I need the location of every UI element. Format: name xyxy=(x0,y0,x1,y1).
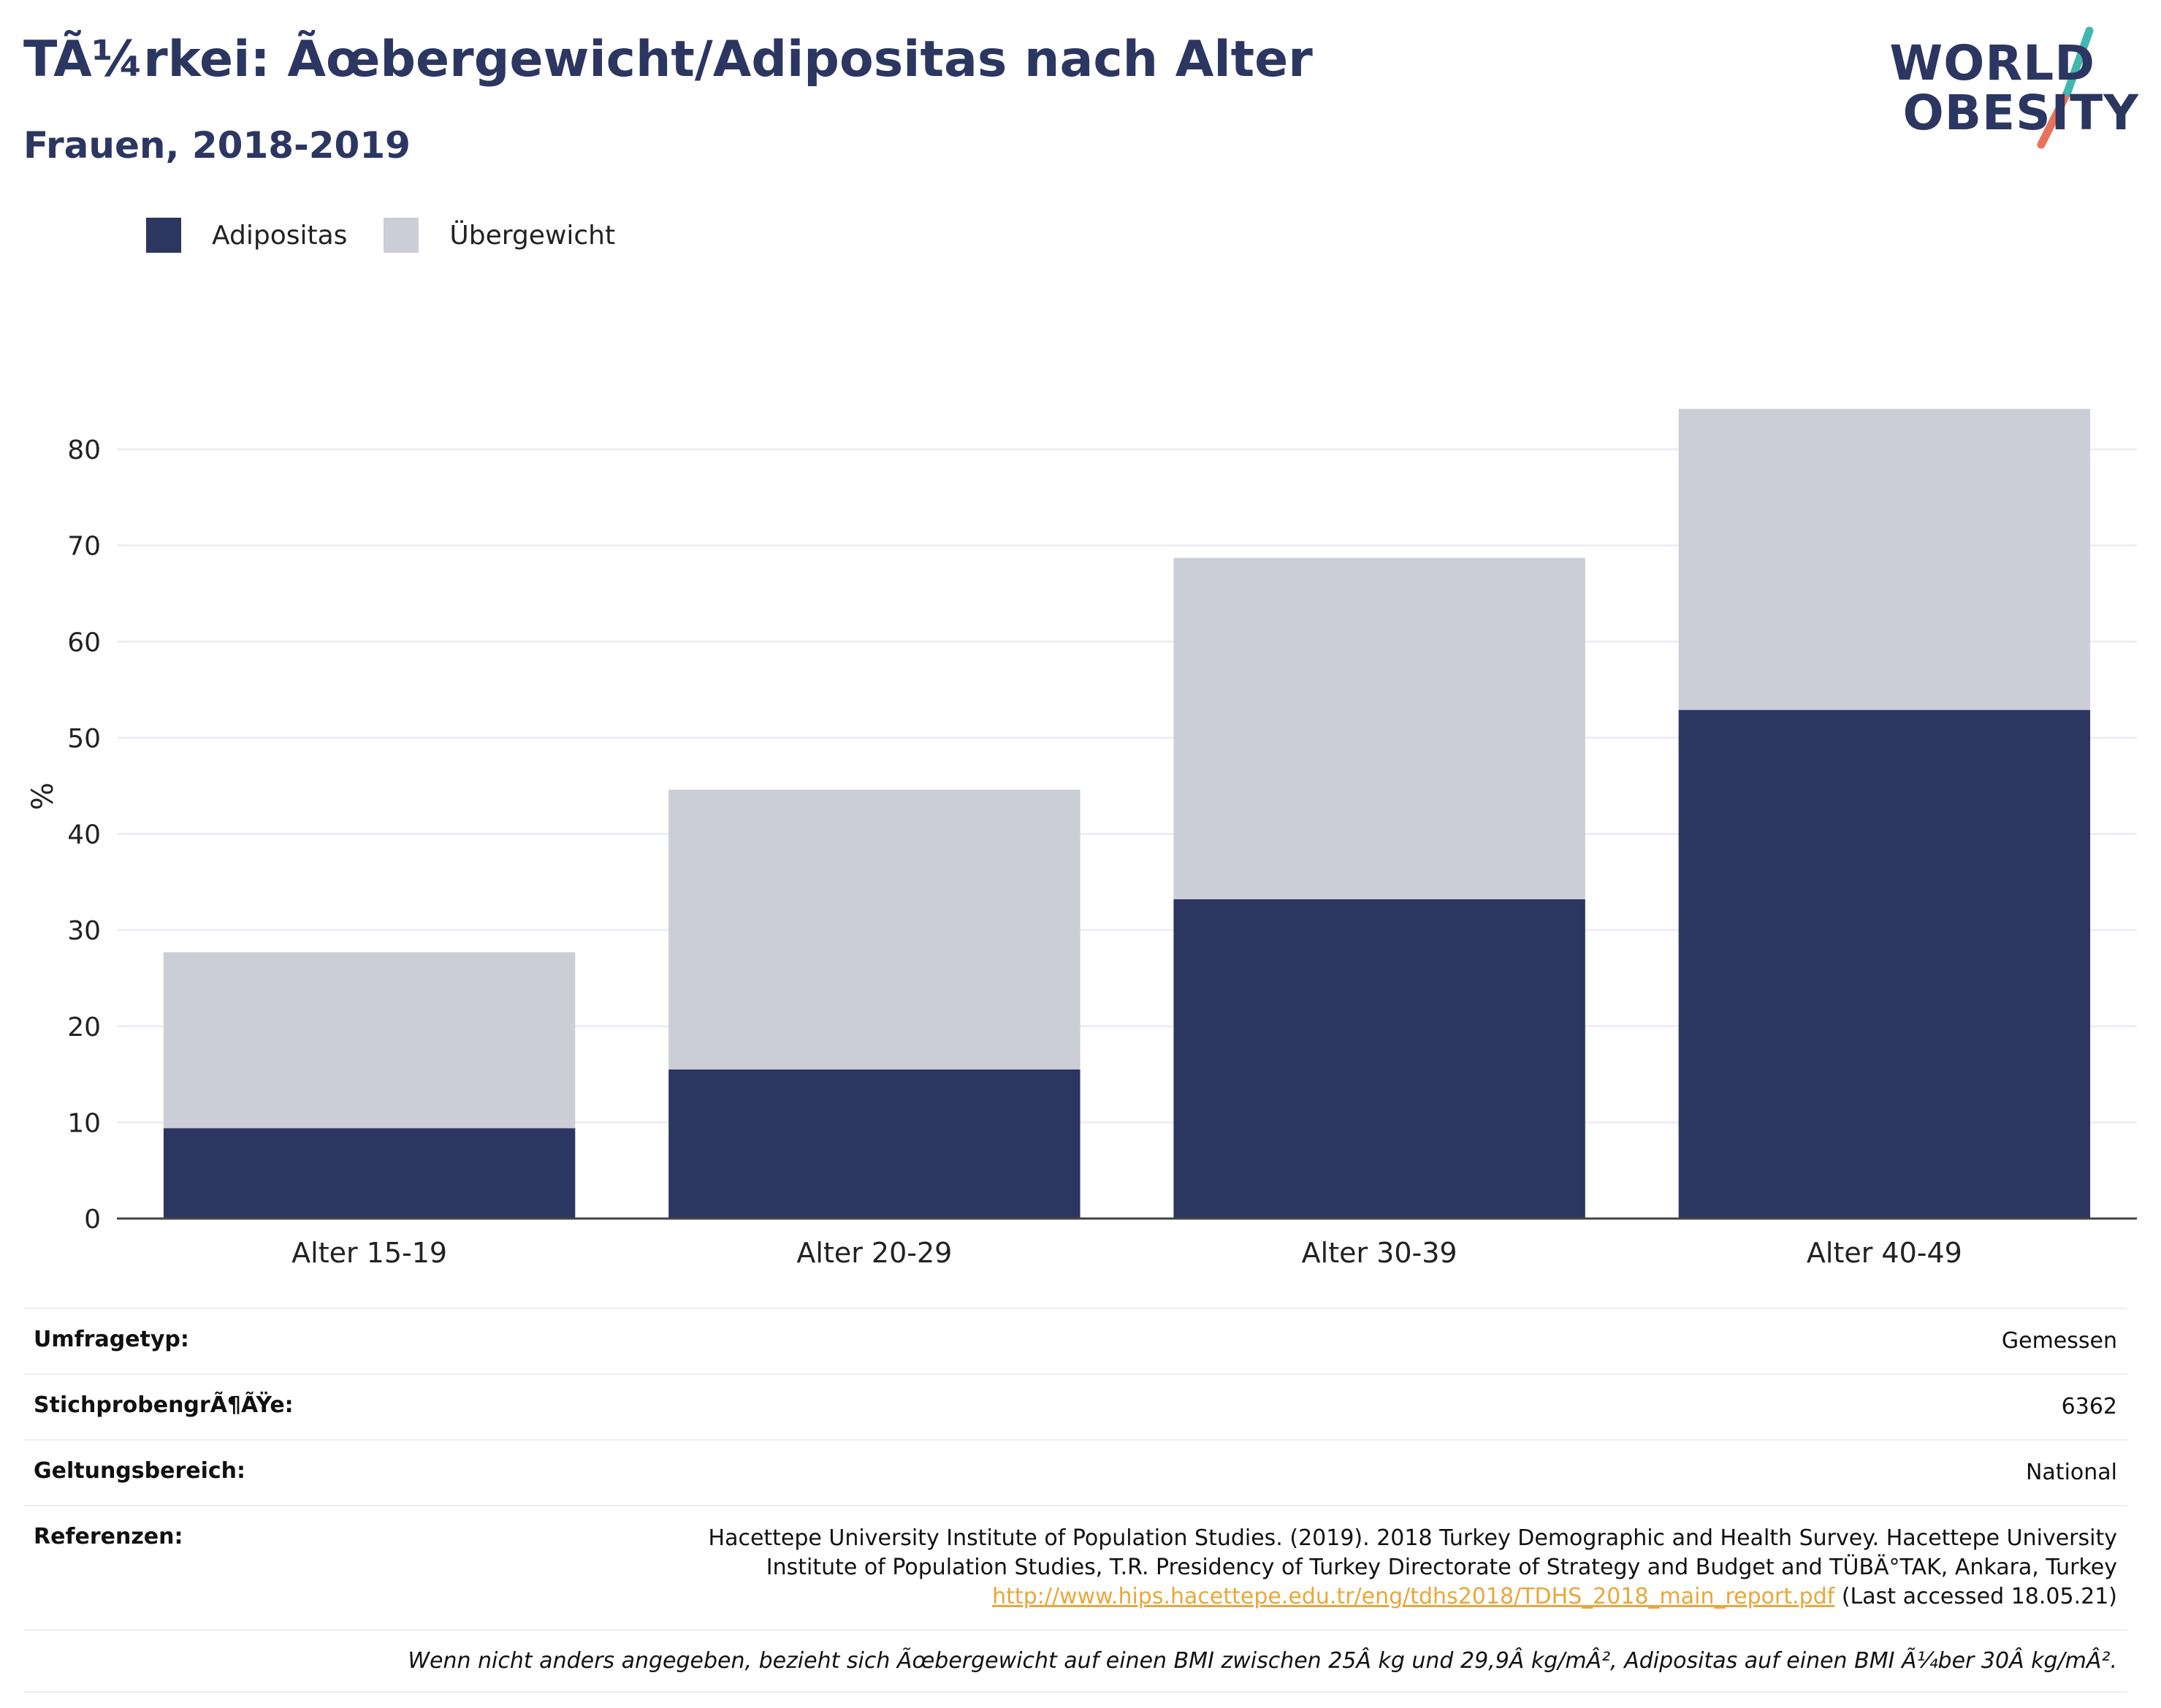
info-row-referenzen: Referenzen: Hacettepe University Institu… xyxy=(23,1505,2127,1629)
info-value: National xyxy=(2025,1460,2117,1485)
footnote: Wenn nicht anders angegeben, bezieht sic… xyxy=(408,1648,2117,1674)
legend-label-uebergewicht: Übergewicht xyxy=(449,220,616,251)
info-table: Umfragetyp: Gemessen StichprobengrÃ¶ÃŸe:… xyxy=(23,1308,2127,1693)
legend-swatch-adipositas xyxy=(146,218,181,253)
bar-adipositas-1[interactable] xyxy=(163,1128,576,1219)
legend-label-adipositas: Adipositas xyxy=(212,220,348,251)
reference-line-1: Hacettepe University Institute of Popula… xyxy=(708,1525,2117,1551)
bar-adipositas-2[interactable] xyxy=(668,1069,1080,1219)
x-tick-label: Alter 15-19 xyxy=(291,1237,447,1269)
logo-slash-icon xyxy=(2037,26,2094,149)
info-label: StichprobengrÃ¶ÃŸe: xyxy=(34,1392,294,1418)
chart-title: TÃ¼rkei: Ãœbergewicht/Adipositas nach Al… xyxy=(23,31,1313,88)
chart-subtitle: Frauen, 2018-2019 xyxy=(23,124,411,167)
info-row-geltung: Geltungsbereich: National xyxy=(23,1439,2127,1505)
info-row-umfragetyp: Umfragetyp: Gemessen xyxy=(23,1308,2127,1373)
y-tick-label: 50 xyxy=(67,724,101,754)
logo-word-world: WORLD xyxy=(1889,35,2095,91)
chart-legend: Adipositas Übergewicht xyxy=(146,218,652,253)
bar-uebergewicht-4[interactable] xyxy=(1678,408,2091,710)
info-label: Geltungsbereich: xyxy=(34,1458,246,1484)
y-axis-label: % xyxy=(26,782,60,810)
bar-uebergewicht-3[interactable] xyxy=(1173,557,1585,900)
x-tick-label: Alter 40-49 xyxy=(1807,1237,1962,1269)
reference-text: Hacettepe University Institute of Popula… xyxy=(709,1524,2117,1612)
info-row-stichprobe: StichprobengrÃ¶ÃŸe: 6362 xyxy=(23,1373,2127,1439)
reference-accessed: (Last accessed 18.05.21) xyxy=(1834,1584,2117,1609)
info-value: 6362 xyxy=(2061,1394,2117,1419)
y-tick-label: 10 xyxy=(67,1108,101,1138)
reference-link[interactable]: http://www.hips.hacettepe.edu.tr/eng/tdh… xyxy=(992,1584,1835,1609)
reference-line-2: Institute of Population Studies, T.R. Pr… xyxy=(766,1555,2117,1580)
info-value: Gemessen xyxy=(2001,1328,2117,1354)
y-tick-label: 30 xyxy=(67,916,101,946)
x-tick-label: Alter 30-39 xyxy=(1302,1237,1457,1269)
legend-item-adipositas[interactable]: Adipositas xyxy=(146,218,347,253)
x-tick-label: Alter 20-29 xyxy=(796,1237,952,1269)
world-obesity-logo: WORLD OBESITY xyxy=(1889,22,2139,153)
bar-uebergewicht-2[interactable] xyxy=(668,789,1080,1070)
legend-item-uebergewicht[interactable]: Übergewicht xyxy=(384,218,615,253)
stacked-bar-chart: 0 10 20 30 40 50 60 70 80% Alter 15-19 Alter 20-29… xyxy=(26,408,2137,1269)
info-label: Umfragetyp: xyxy=(34,1327,189,1352)
y-tick-label: 70 xyxy=(67,532,101,562)
legend-swatch-uebergewicht xyxy=(384,218,419,253)
bar-uebergewicht-1[interactable] xyxy=(163,952,576,1129)
y-tick-label: 0 xyxy=(84,1205,101,1235)
y-tick-label: 20 xyxy=(67,1013,101,1042)
logo-word-obesity: OBESITY xyxy=(1902,85,2139,141)
bar-adipositas-4[interactable] xyxy=(1678,709,2091,1219)
info-row-note: Wenn nicht anders angegeben, bezieht sic… xyxy=(23,1629,2127,1693)
info-label: Referenzen: xyxy=(34,1524,183,1549)
y-tick-label: 60 xyxy=(67,628,101,657)
bar-adipositas-3[interactable] xyxy=(1173,899,1585,1219)
y-tick-label: 80 xyxy=(67,435,101,465)
y-tick-label: 40 xyxy=(67,820,101,850)
